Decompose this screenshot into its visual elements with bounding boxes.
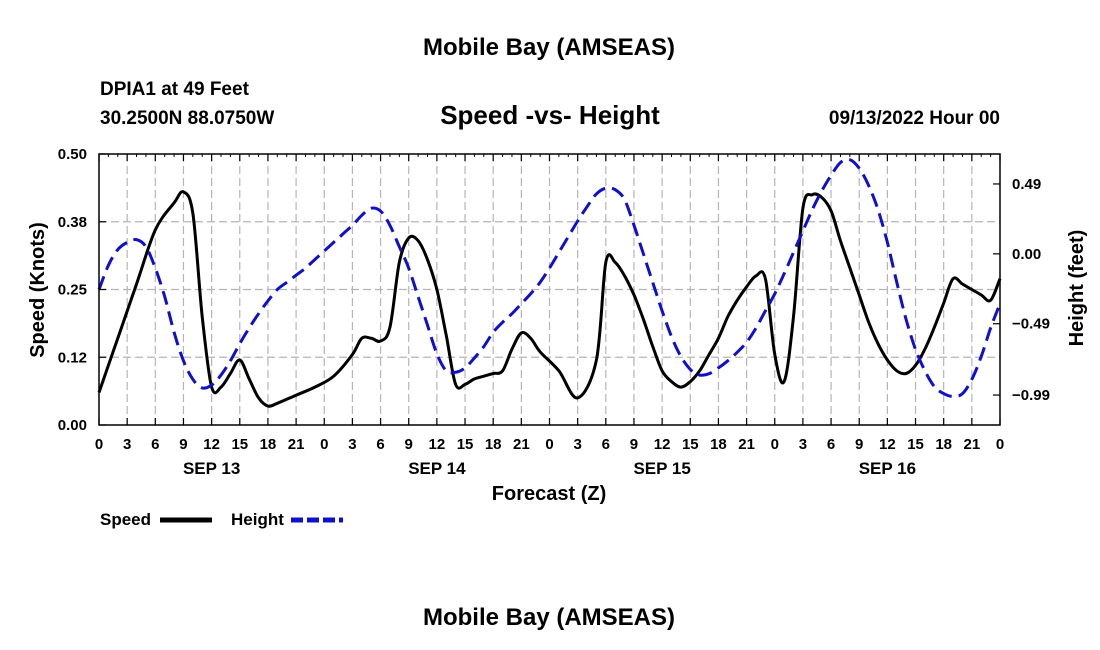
x-tick-label: 12 [879,436,896,453]
y2-tick-label: 0.00 [1012,246,1041,263]
x-axis-label: Forecast (Z) [492,483,606,505]
y2-tick-label: −0.99 [1012,387,1050,404]
x-tick-label: 12 [203,436,220,453]
x-tick-label: 9 [855,436,863,453]
y2-tick-label: 0.49 [1012,176,1041,193]
x-tick-label: 9 [630,436,638,453]
x-tick-label: 12 [654,436,671,453]
x-tick-label: 0 [771,436,779,453]
height-series-line [97,157,1002,398]
x-tick-label: 6 [151,436,159,453]
x-tick-label: 6 [602,436,610,453]
x-tick-label: 6 [827,436,835,453]
x-tick-label: 18 [710,436,727,453]
x-tick-label: 3 [573,436,581,453]
x-tick-label: 0 [95,436,103,453]
x-tick-label: 3 [123,436,131,453]
day-label: SEP 13 [183,459,240,478]
y-tick-label: 0.00 [58,417,87,434]
x-tick-label: 9 [179,436,187,453]
grid-lines [99,154,1000,425]
x-tick-label: 0 [320,436,328,453]
x-tick-label: 12 [429,436,446,453]
x-tick-label: 15 [907,436,924,453]
legend-height-label: Height [231,510,284,529]
y-tick-label: 0.12 [58,349,87,366]
x-tick-label: 18 [485,436,502,453]
x-tick-label: 3 [799,436,807,453]
x-tick-label: 6 [376,436,384,453]
x-tick-label: 21 [288,436,305,453]
x-tick-label: 3 [348,436,356,453]
day-label: SEP 15 [633,459,690,478]
x-tick-label: 21 [964,436,981,453]
legend: Speed Height [100,510,343,529]
y2-tick-label: −0.49 [1012,316,1050,333]
x-tick-label: 21 [738,436,755,453]
main-title: Mobile Bay (AMSEAS) [423,34,675,61]
x-tick-label: 18 [935,436,952,453]
date-label: 09/13/2022 Hour 00 [829,108,1000,129]
x-tick-label: 0 [996,436,1004,453]
x-tick-label: 0 [545,436,553,453]
legend-speed-label: Speed [100,510,151,529]
coordinates-label: 30.2500N 88.0750W [100,108,274,129]
x-tick-label: 18 [260,436,277,453]
speed-series-line [97,190,1002,408]
x-tick-label: 15 [457,436,474,453]
y-tick-label: 0.25 [58,282,87,299]
chart-title: Speed -vs- Height [440,100,660,130]
series-layer [97,157,1002,408]
y-tick-label: 0.38 [58,214,87,231]
x-tick-label: 9 [405,436,413,453]
day-label: SEP 16 [859,459,916,478]
second-title: Mobile Bay (AMSEAS) [423,604,675,631]
day-label: SEP 14 [408,459,466,478]
station-label: DPIA1 at 49 Feet [100,79,250,100]
y2-axis-label: Height (feet) [1066,230,1088,347]
x-tick-label: 15 [682,436,699,453]
x-tick-label: 21 [513,436,530,453]
y-tick-label: 0.50 [58,146,87,163]
axes: 0 3 6 9 12 15 18 21 0 3 6 9 12 15 18 21 0 3 6 9 12 15 18 21 0 3 6 9… [58,146,1050,478]
x-tick-label: 15 [231,436,248,453]
y-axis-label: Speed (Knots) [27,222,49,358]
